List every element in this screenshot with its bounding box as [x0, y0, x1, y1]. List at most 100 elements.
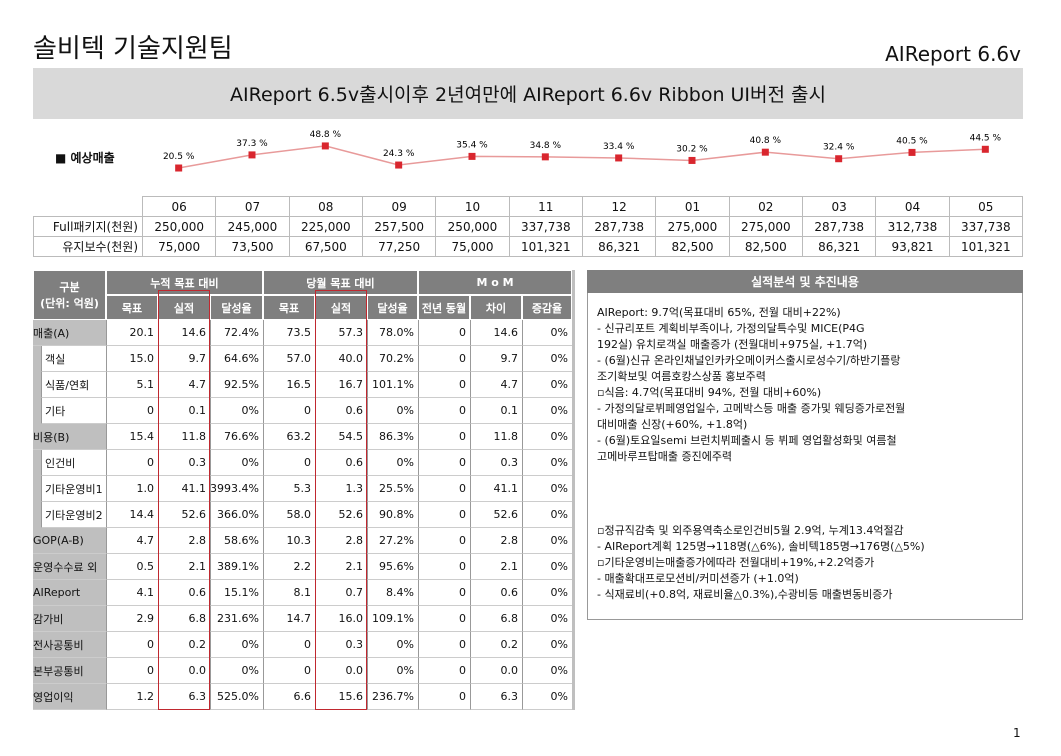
indent-strip [33, 398, 41, 424]
column-header: 달성율 [210, 295, 263, 320]
month-header: 02 [728, 196, 803, 217]
table-cell: 0 [418, 502, 470, 528]
month-header: 01 [655, 196, 730, 217]
forecast-point [175, 164, 183, 172]
table-cell: 0% [522, 684, 572, 710]
row-label: Full패키지(천원) [33, 216, 143, 237]
table-cell: 1.0 [106, 476, 158, 502]
forecast-point [615, 154, 623, 162]
table-cell: 3993.4% [210, 476, 263, 502]
month-cell: 245,000 [215, 216, 290, 237]
indent-strip [33, 346, 41, 372]
panel-title: 실적분석 및 추진내용 [587, 270, 1023, 293]
panel-line: AIReport: 9.7억(목표대비 65%, 전월 대비+22%) [597, 306, 841, 319]
table-cell: 0% [522, 424, 572, 450]
table-cell: 0% [522, 554, 572, 580]
highlight-box [158, 290, 210, 710]
table-cell: 5.1 [106, 372, 158, 398]
table-cell: 86.3% [367, 424, 418, 450]
table-cell: 58.0 [263, 502, 315, 528]
column-header: 달성율 [367, 295, 418, 320]
table-cell: 0 [418, 632, 470, 658]
table-cell: 0 [263, 450, 315, 476]
forecast-point [835, 155, 843, 163]
month-cell: 75,000 [435, 236, 510, 257]
table-cell: 64.6% [210, 346, 263, 372]
table-cell: 0 [106, 632, 158, 658]
table-cell: 0% [522, 346, 572, 372]
month-cell: 312,738 [875, 216, 950, 237]
row-label: AIReport [33, 580, 106, 606]
corner-line: (단위: 억원) [40, 297, 99, 310]
forecast-value-label: 20.5 % [163, 152, 195, 162]
table-cell: 41.1 [470, 476, 522, 502]
table-cell: 236.7% [367, 684, 418, 710]
month-header: 11 [508, 196, 583, 217]
row-label: 영업이익 [33, 684, 106, 710]
table-cell: 0 [106, 398, 158, 424]
table-cell: 0% [522, 320, 572, 346]
table-cell: 525.0% [210, 684, 263, 710]
forecast-value-label: 32.4 % [823, 143, 855, 153]
column-header: 목표 [263, 295, 315, 320]
panel-line: ▫기타운영비는매출증가에따라 전월대비+19%,+2.2억증가 [597, 556, 875, 569]
table-cell: 0 [418, 372, 470, 398]
row-label: 인건비 [41, 450, 106, 476]
panel-line: - 가정의달로뷔페영업일수, 고메박스등 매출 증가및 웨딩증가로전월 [597, 402, 906, 415]
table-cell: 0.5 [106, 554, 158, 580]
table-cell: 0 [418, 580, 470, 606]
table-cell: 0 [418, 398, 470, 424]
month-cell: 101,321 [508, 236, 583, 257]
table-right-shade [572, 270, 575, 710]
month-cell: 337,738 [508, 216, 583, 237]
table-cell: 10.3 [263, 528, 315, 554]
month-cell: 67,500 [288, 236, 363, 257]
table-cell: 0% [367, 398, 418, 424]
table-cell: 14.4 [106, 502, 158, 528]
forecast-value-label: 40.8 % [750, 136, 782, 146]
month-header: 09 [362, 196, 437, 217]
panel-line: 고메바루프탑매출 증진에주력 [597, 450, 733, 463]
row-label: 전사공통비 [33, 632, 106, 658]
table-cell: 0% [210, 632, 263, 658]
forecast-label: ■ 예상매출 [55, 151, 115, 165]
panel-line: 조기확보및 여름호캉스상품 홍보주력 [597, 370, 766, 383]
table-cell: 0 [418, 606, 470, 632]
table-cell: 6.3 [470, 684, 522, 710]
month-header: 08 [288, 196, 363, 217]
month-cell: 257,500 [362, 216, 437, 237]
table-cell: 70.2% [367, 346, 418, 372]
row-label: GOP(A-B) [33, 528, 106, 554]
column-header: 실적 [315, 295, 367, 320]
column-header: 증감율 [522, 295, 572, 320]
month-cell: 275,000 [728, 216, 803, 237]
table-cell: 58.6% [210, 528, 263, 554]
month-cell: 225,000 [288, 216, 363, 237]
corner-header: 구분 (단위: 억원) [33, 270, 106, 320]
month-cell: 73,500 [215, 236, 290, 257]
column-header: 실적 [158, 295, 210, 320]
panel-line: 192실) 유치로객실 매출증가 (전월대비+975실, +1.7억) [597, 338, 868, 351]
forecast-chart: 20.5 % 37.3 % 48.8 % 24.3 % 35.4 % 34.8 % 33.4… [163, 130, 1002, 172]
table-cell: 0% [210, 658, 263, 684]
month-header: 06 [142, 196, 217, 217]
indent-strip [33, 450, 41, 476]
table-cell: 0 [263, 398, 315, 424]
table-cell: 0 [418, 346, 470, 372]
table-cell: 9.7 [470, 346, 522, 372]
row-label: 기타운영비2 [41, 502, 106, 528]
forecast-value-label: 48.8 % [310, 130, 342, 140]
table-cell: 2.9 [106, 606, 158, 632]
version: AIReport 6.6v [885, 42, 1021, 66]
page-number: 1 [1013, 726, 1021, 740]
group-header: 누적 목표 대비 [106, 270, 263, 295]
month-cell: 337,738 [948, 216, 1023, 237]
table-cell: 0 [418, 554, 470, 580]
table-cell: 366.0% [210, 502, 263, 528]
page-title: 솔비텍 기술지원팀 [33, 34, 233, 64]
panel-line: - 매출확대프로모션비/커미션증가 (+1.0억) [597, 572, 799, 585]
panel-line: 대비매출 신장(+60%, +1.8억) [597, 418, 748, 431]
table-cell: 0 [418, 424, 470, 450]
table-cell: 72.4% [210, 320, 263, 346]
table-cell: 57.0 [263, 346, 315, 372]
